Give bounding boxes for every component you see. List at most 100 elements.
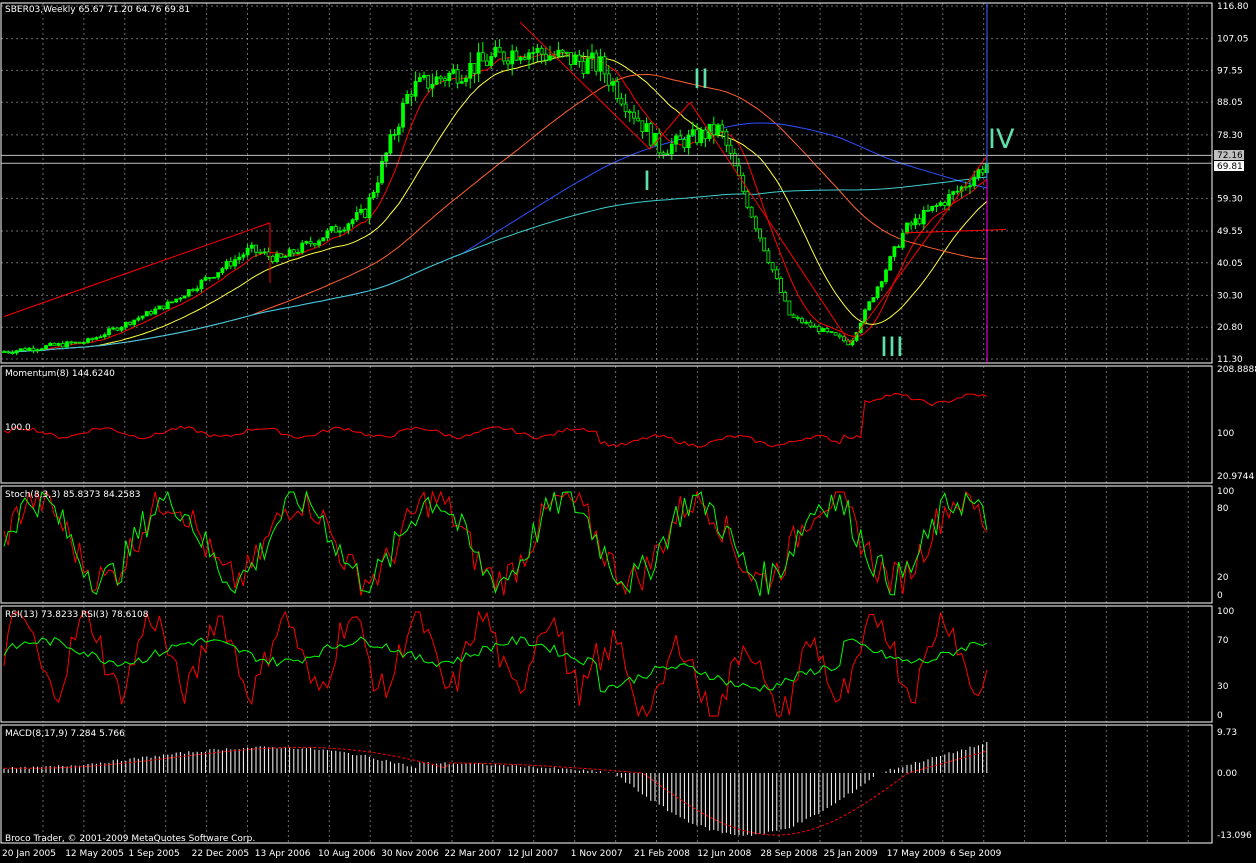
price-tick-label: 107.05 <box>1217 35 1249 45</box>
candle-body <box>111 327 116 330</box>
rsi-fast-line <box>3 610 988 718</box>
time-tick-label: 12 May 2005 <box>65 849 124 859</box>
candle-body <box>703 129 708 140</box>
candle-body <box>682 139 687 149</box>
candle-body <box>203 277 208 281</box>
ma-blue <box>3 122 987 353</box>
candle-body <box>699 129 704 144</box>
candle-body <box>165 301 170 310</box>
momentum-panel[interactable]: Momentum(8) 144.6240 100.0 208.888810020… <box>3 365 1256 482</box>
price-tick-label: 49.55 <box>1217 227 1243 237</box>
trend-line <box>3 222 271 317</box>
candle-body <box>300 242 305 253</box>
candle-body <box>602 56 607 75</box>
copyright-text: Broco Trader, © 2001-2009 MetaQuotes Sof… <box>5 834 255 844</box>
candle-body <box>73 341 78 344</box>
trend-line <box>904 229 1007 234</box>
candle-body <box>669 143 674 155</box>
candle-body <box>627 111 632 113</box>
candle-body <box>829 331 834 334</box>
candle-body <box>804 321 809 324</box>
candle-body <box>753 216 758 230</box>
stochastic-label: Stoch(8,3,3) 85.8373 84.2583 <box>5 490 140 500</box>
price-panel[interactable]: SBER03,Weekly 65.67 71.20 64.76 69.81 I … <box>1 2 1249 843</box>
stochastic-panel[interactable]: Stoch(8,3,3) 85.8373 84.2583 100 80 20 0 <box>3 487 1234 601</box>
candle-body <box>291 249 296 254</box>
candle-body <box>951 191 956 195</box>
candle-body <box>31 347 36 352</box>
candle-body <box>2 351 6 354</box>
candle-body <box>161 305 166 310</box>
candle-body <box>585 57 590 74</box>
candle-body <box>174 298 179 303</box>
candle-body <box>892 246 897 257</box>
candle-body <box>102 334 107 338</box>
candle-body <box>934 205 939 207</box>
candle-body <box>371 191 376 199</box>
candle-body <box>270 255 275 262</box>
window-title: SBER03,Weekly 65.67 71.20 64.76 69.81 <box>5 5 190 15</box>
candle-body <box>711 123 716 136</box>
ma-red <box>3 53 988 353</box>
momentum-tick-label: 20.9744 <box>1217 472 1254 482</box>
candle-body <box>447 72 452 82</box>
candle-body <box>329 226 334 232</box>
candle-body <box>94 337 99 340</box>
candle-body <box>980 169 985 174</box>
candle-body <box>535 47 540 53</box>
candle-body <box>287 249 292 257</box>
candle-body <box>153 308 158 315</box>
candle-body <box>35 349 40 352</box>
price-tick-label: 78.30 <box>1217 131 1243 141</box>
candle-body <box>833 332 838 336</box>
candle-body <box>18 348 23 352</box>
candle-body <box>170 301 174 304</box>
candle-body <box>228 261 233 267</box>
candle-body <box>56 343 61 346</box>
candle-body <box>842 336 846 342</box>
candle-body <box>123 321 128 328</box>
candle-body <box>149 311 153 315</box>
rsi-panel[interactable]: RSI(13) 73.8233 RSI(3) 78.6108 100 70 30 0 <box>3 607 1234 721</box>
candle-body <box>787 300 792 316</box>
candle-body <box>556 49 561 57</box>
candle-body <box>438 76 443 80</box>
candle-body <box>619 97 624 105</box>
candle-body <box>527 52 531 60</box>
candle-body <box>665 153 670 156</box>
candle-body <box>837 334 842 338</box>
candle-body <box>800 317 804 324</box>
candle-body <box>791 314 796 318</box>
candle-body <box>86 338 90 343</box>
candle-body <box>128 321 132 325</box>
candle-body <box>661 152 666 156</box>
candle-body <box>632 111 636 119</box>
candle-body <box>363 208 368 218</box>
candle-body <box>207 277 212 279</box>
stochastic-axis: 100 80 20 0 <box>1217 487 1234 601</box>
candle-body <box>317 240 321 246</box>
macd-panel[interactable]: MACD(8,17,9) 7.284 5.766 Broco Trader, ©… <box>3 728 1252 844</box>
candle-body <box>816 325 821 333</box>
macd-signal-polyline <box>4 746 987 836</box>
candle-body <box>333 226 338 233</box>
rsi-tick-label: 0 <box>1217 711 1223 721</box>
candle-body <box>325 230 330 239</box>
candle-body <box>506 60 510 65</box>
candle-body <box>942 202 947 206</box>
candle-body <box>640 120 645 133</box>
candle-body <box>392 134 397 136</box>
candle-body <box>720 124 725 132</box>
candle-body <box>770 262 775 271</box>
price-marker-a-text: 72.16 <box>1217 151 1243 161</box>
rsi-tick-label: 70 <box>1217 636 1229 646</box>
candle-body <box>279 253 284 258</box>
time-tick-label: 1 Nov 2007 <box>571 849 623 859</box>
moving-averages <box>3 53 988 353</box>
candle-body <box>972 176 977 187</box>
candle-body <box>426 75 431 89</box>
time-tick-label: 1 Sep 2005 <box>128 849 179 859</box>
candle-body <box>254 244 258 253</box>
price-tick-label: 88.05 <box>1217 98 1243 108</box>
